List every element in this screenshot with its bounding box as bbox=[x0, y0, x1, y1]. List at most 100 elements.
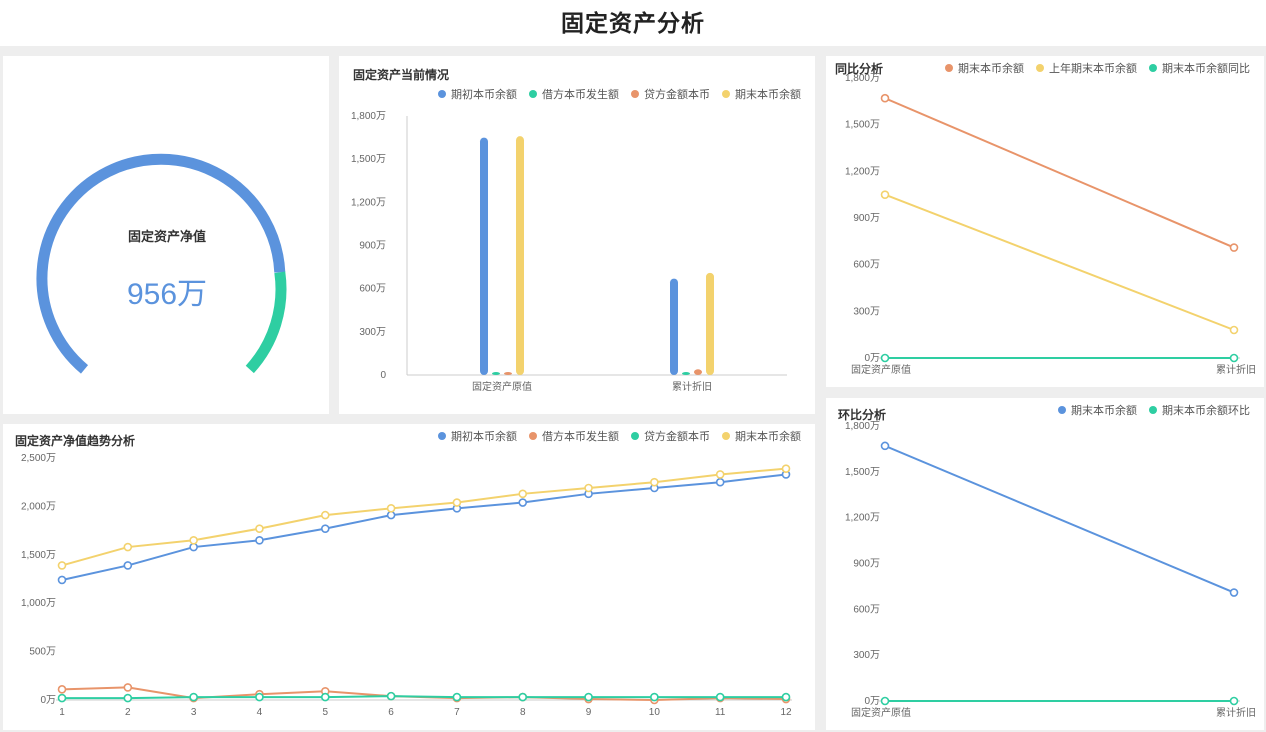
y-tick-label: 0 bbox=[380, 370, 386, 381]
data-point bbox=[320, 692, 330, 702]
data-point bbox=[320, 510, 330, 520]
legend-item[interactable]: 借方本币发生额 bbox=[529, 428, 619, 444]
data-point bbox=[518, 489, 528, 499]
y-tick-label: 1,000万 bbox=[21, 598, 56, 609]
mom-chart-title: 环比分析 bbox=[838, 408, 887, 422]
legend-label: 期末本币余额 bbox=[735, 431, 801, 443]
bar bbox=[480, 137, 488, 375]
trend-chart-panel: 固定资产净值趋势分析 期初本币余额 借方本币发生额 贷方金额本币 期末本币余额 0万 5… bbox=[3, 424, 815, 730]
data-point bbox=[650, 692, 659, 702]
y-tick-label: 0万 bbox=[40, 695, 56, 706]
legend-dot-icon bbox=[722, 432, 730, 440]
y-tick-label: 1,800万 bbox=[351, 111, 386, 122]
y-tick-label: 300万 bbox=[853, 306, 880, 317]
data-point bbox=[1229, 243, 1239, 252]
legend-item[interactable]: 期末本币余额同比 bbox=[1149, 60, 1250, 76]
gauge-svg bbox=[36, 153, 287, 374]
page-header: 固定资产分析 bbox=[0, 0, 1266, 46]
data-point bbox=[57, 685, 67, 694]
y-tick-label: 900万 bbox=[359, 241, 386, 252]
legend-item[interactable]: 期初本币余额 bbox=[438, 428, 517, 444]
x-tick-label: 12 bbox=[780, 707, 792, 718]
y-tick-label: 2,500万 bbox=[21, 453, 56, 464]
legend-label: 借方本币发生额 bbox=[542, 431, 619, 443]
y-tick-label: 1,500万 bbox=[845, 120, 880, 131]
y-tick-label: 1,500万 bbox=[845, 467, 880, 478]
x-tick-label: 6 bbox=[388, 707, 394, 718]
current-chart-legend: 期初本币余额 借方本币发生额 贷方金额本币 期末本币余额 bbox=[438, 86, 801, 102]
y-tick-label: 300万 bbox=[359, 327, 386, 338]
bar bbox=[504, 372, 512, 375]
mom-chart-legend: 期末本币余额 期末本币余额环比 bbox=[1058, 402, 1250, 418]
x-tick-label: 3 bbox=[191, 707, 197, 718]
x-tick-label: 累计折旧 bbox=[1216, 363, 1256, 376]
data-point bbox=[452, 692, 462, 702]
legend-item[interactable]: 期末本币余额 bbox=[722, 86, 801, 102]
y-tick-label: 2,000万 bbox=[21, 501, 56, 512]
data-point bbox=[584, 483, 593, 493]
legend-label: 期末本币余额同比 bbox=[1162, 63, 1250, 75]
gauge-arc-progress bbox=[245, 271, 287, 374]
legend-dot-icon bbox=[945, 64, 953, 72]
data-point bbox=[880, 353, 890, 363]
legend-dot-icon bbox=[529, 90, 537, 98]
legend-item[interactable]: 期末本币余额 bbox=[945, 60, 1024, 76]
y-tick-label: 300万 bbox=[853, 650, 880, 661]
x-tick-label: 1 bbox=[59, 707, 65, 718]
x-tick-label: 9 bbox=[586, 707, 592, 718]
x-tick-label: 10 bbox=[649, 707, 661, 718]
mom-chart-panel: 环比分析 期末本币余额 期末本币余额环比 0万 300万 600万 900万 1,200万… bbox=[826, 398, 1264, 730]
y-tick-label: 1,500万 bbox=[351, 154, 386, 165]
x-tick-label: 8 bbox=[520, 707, 526, 718]
legend-label: 期末本币余额 bbox=[958, 63, 1024, 75]
bar bbox=[706, 272, 714, 375]
series-line bbox=[62, 695, 786, 700]
legend-label: 贷方金额本币 bbox=[644, 89, 710, 101]
data-point bbox=[1229, 696, 1239, 706]
legend-label: 借方本币发生额 bbox=[542, 89, 619, 101]
trend-chart-title: 固定资产净值趋势分析 bbox=[15, 434, 136, 448]
x-tick-label: 固定资产原值 bbox=[851, 363, 911, 376]
y-tick-label: 1,500万 bbox=[21, 550, 56, 561]
x-tick-label: 5 bbox=[322, 707, 328, 718]
gauge-value: 956万 bbox=[126, 278, 208, 311]
data-point bbox=[880, 190, 890, 199]
y-tick-label: 1,200万 bbox=[845, 513, 880, 524]
legend-label: 期末本币余额环比 bbox=[1162, 405, 1250, 417]
legend-item[interactable]: 期初本币余额 bbox=[438, 86, 517, 102]
x-tick-label: 累计折旧 bbox=[672, 380, 712, 393]
data-point bbox=[189, 692, 198, 702]
legend-item[interactable]: 上年期末本币余额 bbox=[1036, 60, 1137, 76]
series-line bbox=[884, 193, 1235, 331]
x-tick-label: 累计折旧 bbox=[1216, 706, 1256, 719]
legend-label: 期初本币余额 bbox=[451, 431, 517, 443]
legend-item[interactable]: 期末本币余额 bbox=[722, 428, 801, 444]
data-point bbox=[255, 524, 264, 533]
data-point bbox=[880, 441, 890, 451]
data-point bbox=[650, 477, 659, 487]
data-point bbox=[1229, 325, 1239, 335]
gauge-label: 固定资产净值 bbox=[127, 229, 206, 244]
y-tick-label: 1,800万 bbox=[845, 73, 880, 84]
data-point bbox=[123, 693, 133, 703]
legend-item[interactable]: 期末本币余额环比 bbox=[1149, 402, 1250, 418]
gauge-panel: 固定资产净值 956万 bbox=[3, 56, 329, 414]
y-tick-label: 0万 bbox=[864, 353, 880, 364]
legend-item[interactable]: 借方本币发生额 bbox=[529, 86, 619, 102]
x-tick-label: 固定资产原值 bbox=[851, 706, 911, 719]
legend-item[interactable]: 贷方金额本币 bbox=[631, 86, 710, 102]
y-tick-label: 600万 bbox=[359, 284, 386, 295]
x-tick-label: 7 bbox=[454, 707, 460, 718]
legend-label: 期末本币余额 bbox=[735, 89, 801, 101]
legend-dot-icon bbox=[1149, 64, 1157, 72]
legend-item[interactable]: 期末本币余额 bbox=[1058, 402, 1137, 418]
data-point bbox=[880, 93, 890, 103]
legend-item[interactable]: 贷方金额本币 bbox=[631, 428, 710, 444]
series-line bbox=[61, 467, 787, 567]
data-point bbox=[1229, 353, 1239, 363]
bar bbox=[682, 372, 690, 375]
